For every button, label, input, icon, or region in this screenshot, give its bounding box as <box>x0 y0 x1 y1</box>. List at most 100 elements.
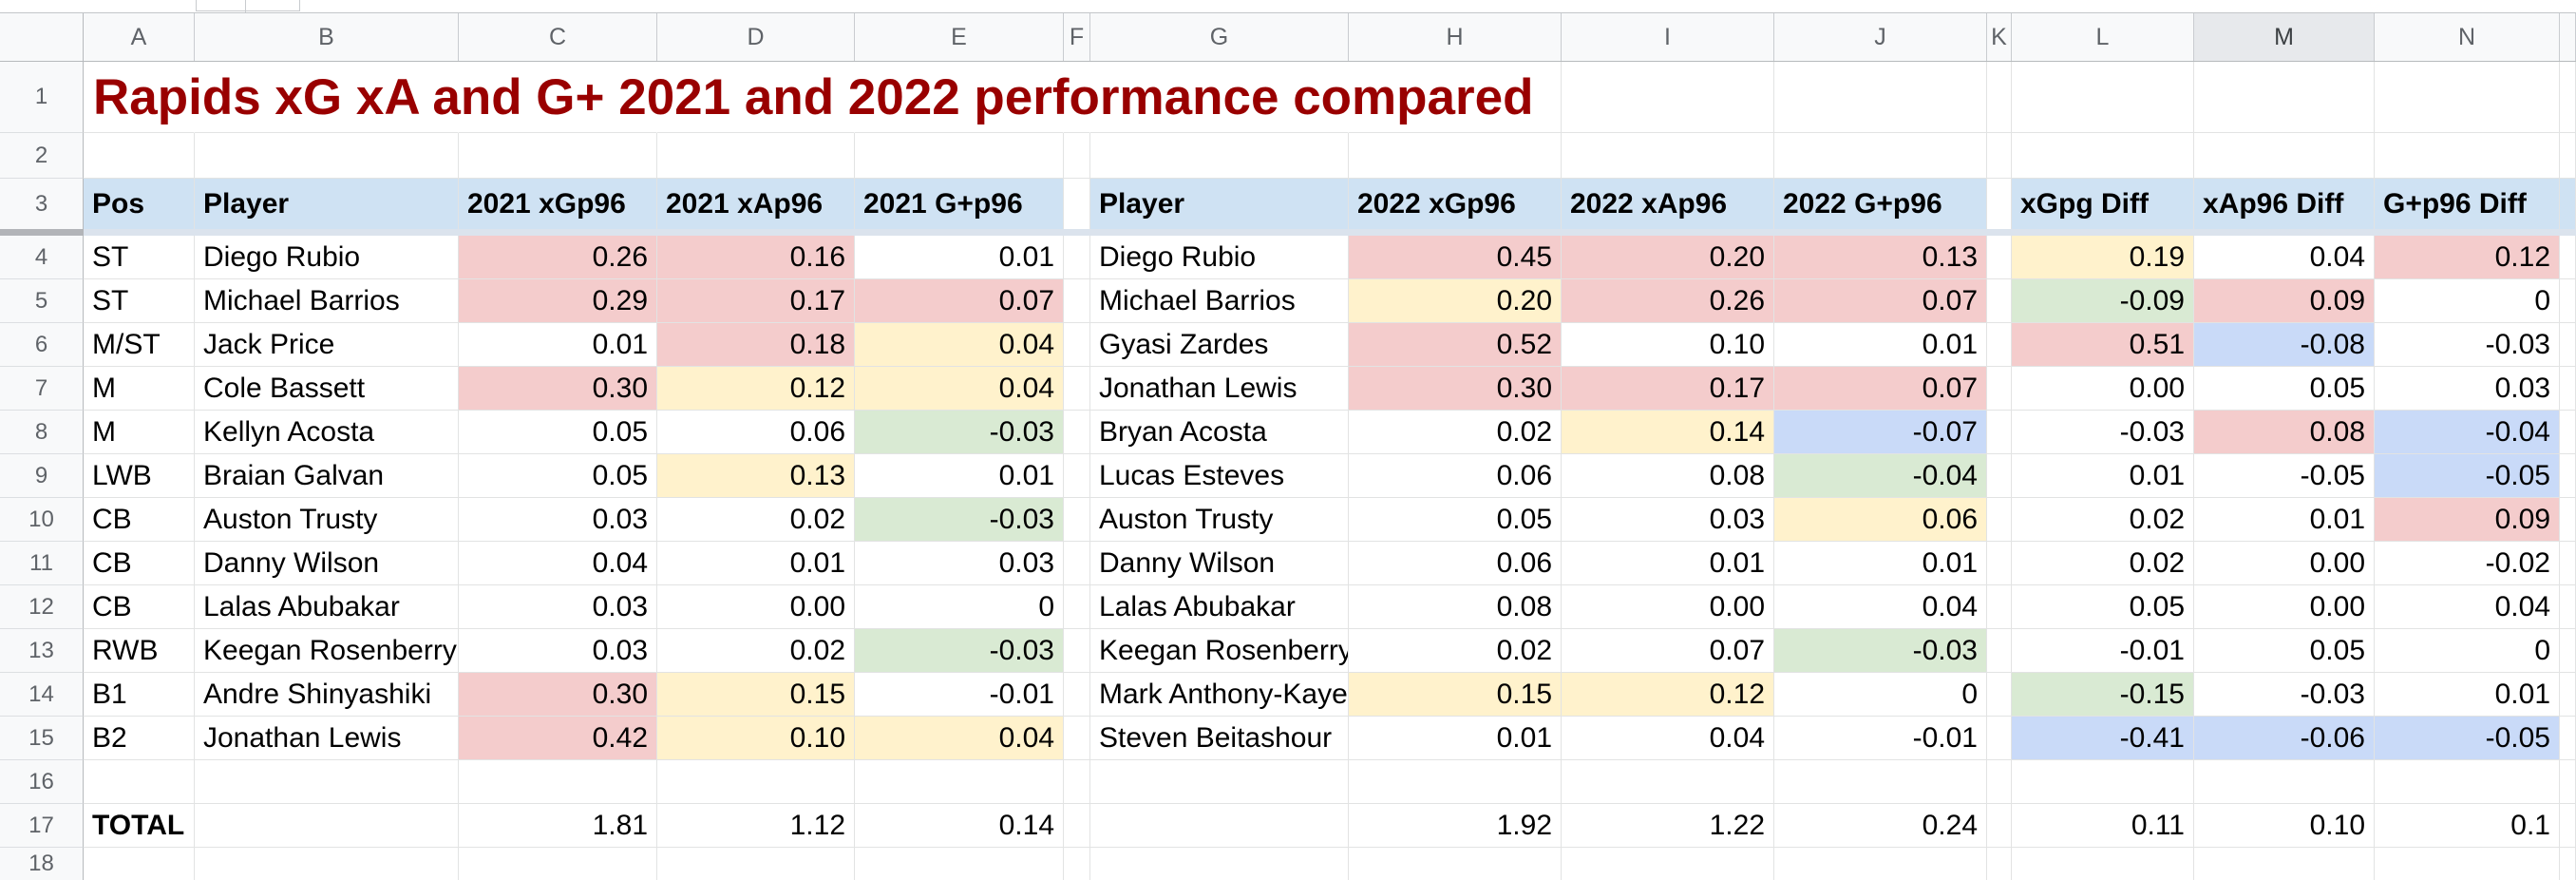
cell-N9[interactable]: -0.05 <box>2375 454 2560 498</box>
cell-K17[interactable] <box>1987 804 2012 848</box>
cell-C6[interactable]: 0.01 <box>459 323 657 367</box>
cell-L11[interactable]: 0.02 <box>2012 542 2194 585</box>
cell-C2[interactable] <box>459 133 657 179</box>
cell-B1[interactable] <box>195 62 459 133</box>
cell-A8[interactable]: M <box>84 411 195 454</box>
cell-C16[interactable] <box>459 760 657 804</box>
cell-H10[interactable]: 0.05 <box>1349 498 1562 542</box>
cell-I10[interactable]: 0.03 <box>1562 498 1774 542</box>
row-header-13[interactable]: 13 <box>0 629 84 673</box>
cell-M13[interactable]: 0.05 <box>2194 629 2375 673</box>
cell-B5[interactable]: Michael Barrios <box>195 279 459 323</box>
row-header-10[interactable]: 10 <box>0 498 84 542</box>
cell-H1[interactable] <box>1349 62 1562 133</box>
row-header-15[interactable]: 15 <box>0 717 84 760</box>
cell-O9[interactable] <box>2560 454 2576 498</box>
cell-A13[interactable]: RWB <box>84 629 195 673</box>
cell-B18[interactable] <box>195 848 459 880</box>
cell-F15[interactable] <box>1064 717 1090 760</box>
cell-M8[interactable]: 0.08 <box>2194 411 2375 454</box>
cell-M16[interactable] <box>2194 760 2375 804</box>
cell-L13[interactable]: -0.01 <box>2012 629 2194 673</box>
cell-E5[interactable]: 0.07 <box>855 279 1064 323</box>
cell-L9[interactable]: 0.01 <box>2012 454 2194 498</box>
select-all-corner[interactable] <box>0 13 84 61</box>
cell-A14[interactable]: B1 <box>84 673 195 717</box>
cell-C5[interactable]: 0.29 <box>459 279 657 323</box>
cell-B15[interactable]: Jonathan Lewis <box>195 717 459 760</box>
cell-O4[interactable] <box>2560 236 2576 279</box>
cell-O10[interactable] <box>2560 498 2576 542</box>
column-header-M[interactable]: M <box>2194 13 2375 61</box>
cell-E3[interactable]: 2021 G+p96 <box>855 179 1064 229</box>
cell-M3[interactable]: xAp96 Diff <box>2194 179 2375 229</box>
cell-E2[interactable] <box>855 133 1064 179</box>
cell-B2[interactable] <box>195 133 459 179</box>
cell-M6[interactable]: -0.08 <box>2194 323 2375 367</box>
cell-A18[interactable] <box>84 848 195 880</box>
column-header-B[interactable]: B <box>195 13 459 61</box>
cell-I14[interactable]: 0.12 <box>1562 673 1774 717</box>
cell-L7[interactable]: 0.00 <box>2012 367 2194 411</box>
row-header-11[interactable]: 11 <box>0 542 84 585</box>
cell-J18[interactable] <box>1774 848 1987 880</box>
cell-O6[interactable] <box>2560 323 2576 367</box>
cell-K12[interactable] <box>1987 585 2012 629</box>
cell-J10[interactable]: 0.06 <box>1774 498 1987 542</box>
row-header-8[interactable]: 8 <box>0 411 84 454</box>
column-header-C[interactable]: C <box>459 13 657 61</box>
cell-J8[interactable]: -0.07 <box>1774 411 1987 454</box>
cell-E4[interactable]: 0.01 <box>855 236 1064 279</box>
cell-N4[interactable]: 0.12 <box>2375 236 2560 279</box>
cell-N6[interactable]: -0.03 <box>2375 323 2560 367</box>
row-header-16[interactable]: 16 <box>0 760 84 804</box>
row-header-1[interactable]: 1 <box>0 62 84 133</box>
cell-L16[interactable] <box>2012 760 2194 804</box>
cell-K4[interactable] <box>1987 236 2012 279</box>
cell-C17[interactable]: 1.81 <box>459 804 657 848</box>
frozen-rows-divider[interactable] <box>0 229 2576 236</box>
cell-I18[interactable] <box>1562 848 1774 880</box>
cell-M15[interactable]: -0.06 <box>2194 717 2375 760</box>
column-header-F[interactable]: F <box>1064 13 1090 61</box>
cell-K13[interactable] <box>1987 629 2012 673</box>
cell-L8[interactable]: -0.03 <box>2012 411 2194 454</box>
cell-O18[interactable] <box>2560 848 2576 880</box>
cell-I16[interactable] <box>1562 760 1774 804</box>
cell-D9[interactable]: 0.13 <box>657 454 855 498</box>
cell-J13[interactable]: -0.03 <box>1774 629 1987 673</box>
cell-D15[interactable]: 0.10 <box>657 717 855 760</box>
cell-F10[interactable] <box>1064 498 1090 542</box>
cell-O13[interactable] <box>2560 629 2576 673</box>
cell-L18[interactable] <box>2012 848 2194 880</box>
cell-C10[interactable]: 0.03 <box>459 498 657 542</box>
row-header-17[interactable]: 17 <box>0 804 84 848</box>
cell-N7[interactable]: 0.03 <box>2375 367 2560 411</box>
cell-F8[interactable] <box>1064 411 1090 454</box>
cell-A4[interactable]: ST <box>84 236 195 279</box>
cell-J14[interactable]: 0 <box>1774 673 1987 717</box>
cell-M5[interactable]: 0.09 <box>2194 279 2375 323</box>
cell-B13[interactable]: Keegan Rosenberry <box>195 629 459 673</box>
cell-K5[interactable] <box>1987 279 2012 323</box>
cell-I2[interactable] <box>1562 133 1774 179</box>
cell-F11[interactable] <box>1064 542 1090 585</box>
column-header-G[interactable]: G <box>1090 13 1349 61</box>
cell-O3[interactable] <box>2560 179 2576 229</box>
cell-H15[interactable]: 0.01 <box>1349 717 1562 760</box>
cell-J15[interactable]: -0.01 <box>1774 717 1987 760</box>
cell-G14[interactable]: Mark Anthony-Kaye <box>1090 673 1349 717</box>
cell-J6[interactable]: 0.01 <box>1774 323 1987 367</box>
cell-B12[interactable]: Lalas Abubakar <box>195 585 459 629</box>
column-header-K[interactable]: K <box>1987 13 2012 61</box>
cell-L15[interactable]: -0.41 <box>2012 717 2194 760</box>
cell-A6[interactable]: M/ST <box>84 323 195 367</box>
cell-C12[interactable]: 0.03 <box>459 585 657 629</box>
cell-H9[interactable]: 0.06 <box>1349 454 1562 498</box>
cell-H4[interactable]: 0.45 <box>1349 236 1562 279</box>
cell-I17[interactable]: 1.22 <box>1562 804 1774 848</box>
cell-D8[interactable]: 0.06 <box>657 411 855 454</box>
cell-O11[interactable] <box>2560 542 2576 585</box>
cell-F16[interactable] <box>1064 760 1090 804</box>
cell-K1[interactable] <box>1987 62 2012 133</box>
